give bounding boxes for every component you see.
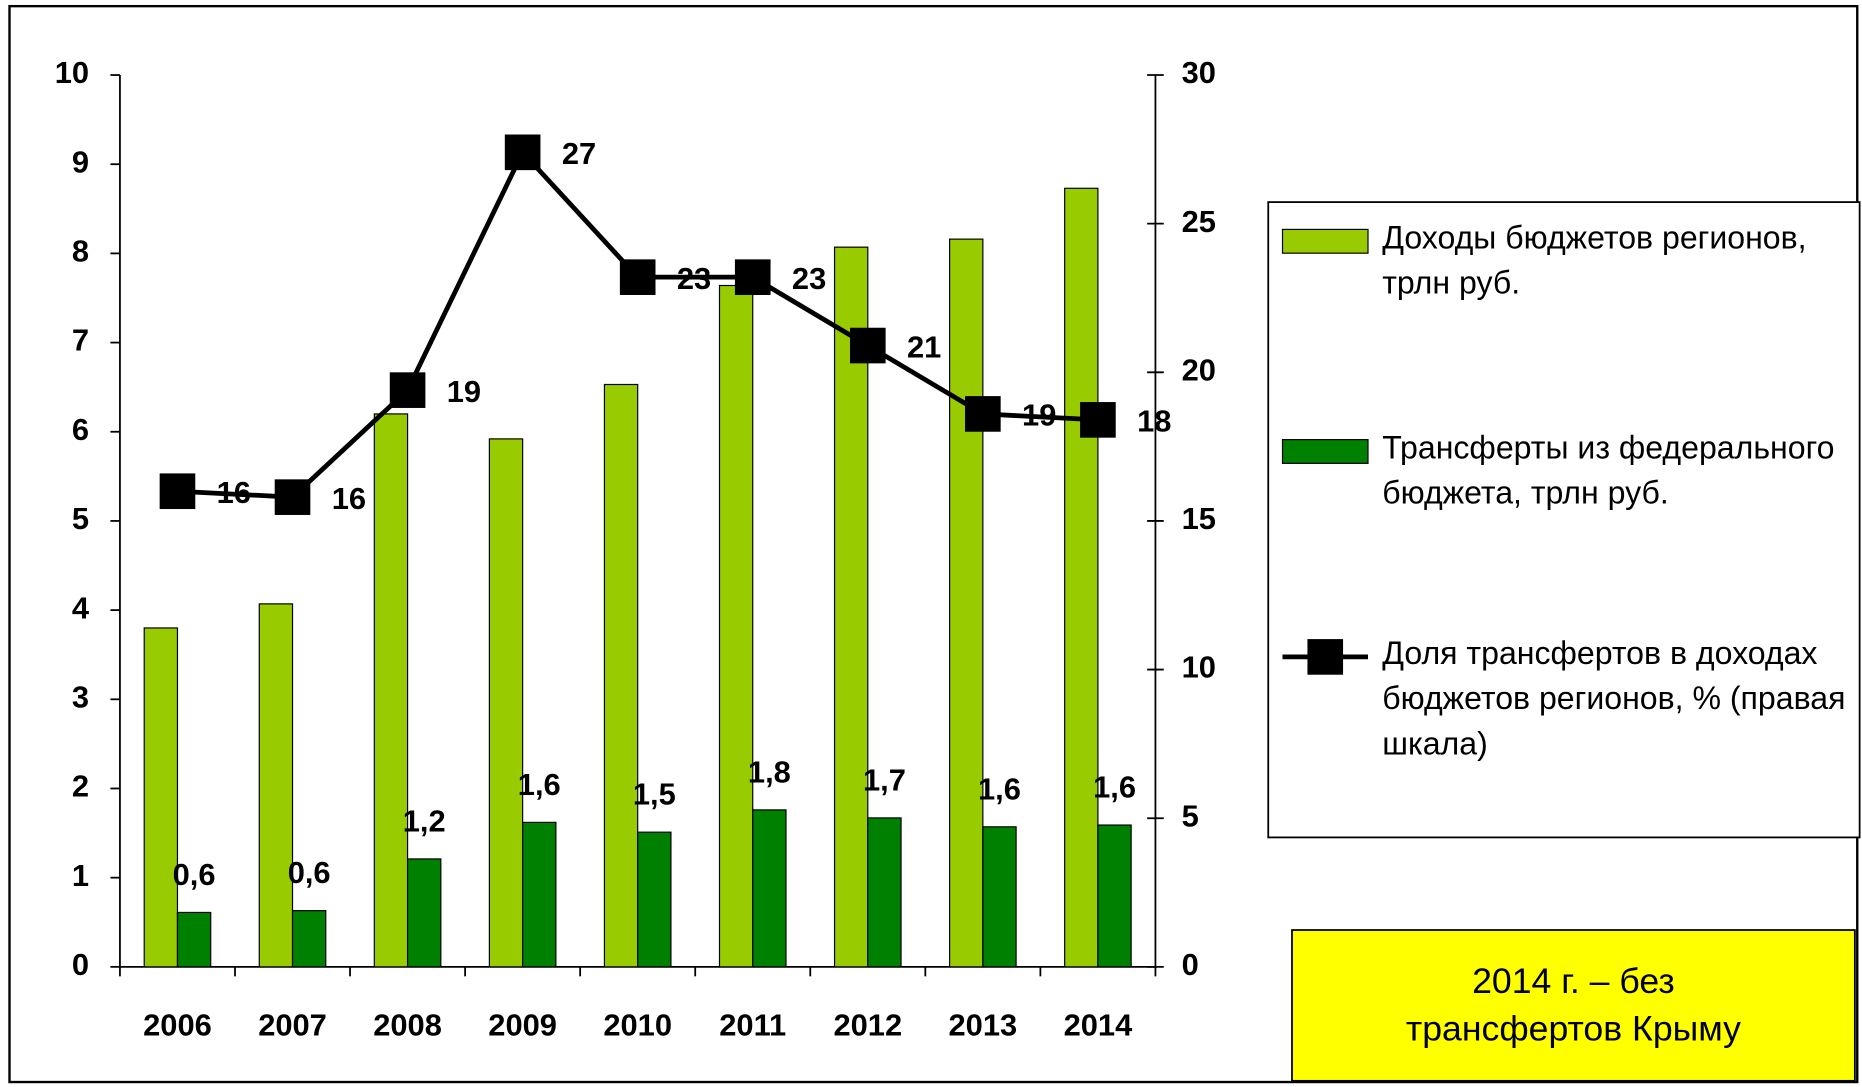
x-tick-label: 2008 bbox=[373, 1008, 442, 1043]
legend-entry: Доля трансфертов в доходах бюджетов реги… bbox=[1382, 635, 1846, 762]
y-tick-label: 10 bbox=[55, 55, 89, 90]
x-tick-label: 2009 bbox=[488, 1008, 557, 1043]
annotation: 2014 г. – без трансфертов Крыму bbox=[1405, 961, 1741, 1049]
bar bbox=[1064, 187, 1099, 968]
y-tick-label: 6 bbox=[72, 412, 89, 447]
line-label: 16 bbox=[217, 475, 251, 510]
line-label: 19 bbox=[1022, 398, 1056, 433]
line-marker bbox=[159, 473, 196, 510]
bar-label: 1,5 bbox=[633, 777, 676, 812]
bar bbox=[488, 438, 524, 968]
x-tick-label: 2012 bbox=[833, 1008, 902, 1043]
bar-label: 1,6 bbox=[518, 767, 561, 802]
y2-tick-label: 25 bbox=[1182, 204, 1216, 239]
bar bbox=[258, 603, 294, 968]
line-marker bbox=[619, 259, 656, 295]
bar-label: 1,6 bbox=[1093, 770, 1136, 805]
line-label: 19 bbox=[447, 374, 481, 409]
bar-label: 1,8 bbox=[748, 754, 791, 789]
y2-tick-label: 30 bbox=[1182, 55, 1216, 90]
y-tick-label: 5 bbox=[72, 501, 89, 536]
y-tick-label: 3 bbox=[72, 679, 89, 714]
line-label: 18 bbox=[1137, 404, 1171, 439]
bar bbox=[833, 246, 869, 968]
x-tick-label: 2006 bbox=[143, 1008, 212, 1043]
line-marker bbox=[965, 396, 1001, 432]
legend-swatch-marker bbox=[1307, 639, 1344, 675]
legend-label: Доля трансфертов в доходах бюджетов реги… bbox=[1382, 635, 1846, 762]
line-label: 16 bbox=[332, 481, 366, 516]
y2-tick-label: 20 bbox=[1182, 352, 1216, 387]
line-marker bbox=[734, 259, 771, 295]
y-tick-label: 2 bbox=[72, 769, 89, 804]
x-tick-label: 2013 bbox=[949, 1008, 1018, 1043]
x-tick-label: 2010 bbox=[603, 1008, 672, 1043]
bar bbox=[718, 284, 754, 968]
bar bbox=[291, 910, 327, 968]
bar bbox=[373, 413, 409, 968]
line-marker bbox=[849, 327, 886, 364]
line-label: 23 bbox=[677, 261, 711, 296]
y-tick-label: 7 bbox=[72, 323, 89, 358]
legend-swatch bbox=[1281, 228, 1369, 254]
line-marker bbox=[274, 479, 311, 515]
y2-tick-label: 15 bbox=[1182, 501, 1216, 536]
bar-label: 1,6 bbox=[978, 771, 1021, 806]
legend-swatch bbox=[1281, 439, 1369, 464]
y2-tick-label: 10 bbox=[1182, 650, 1216, 685]
x-tick-label: 2007 bbox=[258, 1008, 327, 1043]
y2-tick-label: 0 bbox=[1182, 947, 1199, 982]
line-label: 23 bbox=[792, 261, 826, 296]
line-label: 21 bbox=[907, 329, 941, 364]
bar bbox=[143, 627, 179, 968]
line-marker bbox=[1080, 402, 1116, 438]
bar-label: 1,2 bbox=[403, 803, 446, 838]
bar-label: 0,6 bbox=[173, 857, 216, 892]
bar bbox=[637, 831, 672, 968]
bar bbox=[949, 238, 984, 968]
annotation-box bbox=[1291, 929, 1856, 1082]
x-tick-label: 2014 bbox=[1064, 1008, 1133, 1043]
legend-box bbox=[1267, 201, 1861, 839]
legend-entry: Доходы бюджетов регионов, трлн руб. bbox=[1382, 219, 1807, 301]
y2-tick-label: 5 bbox=[1182, 798, 1199, 833]
bar bbox=[603, 383, 639, 968]
legend-label: Трансферты из федерального бюджета, трлн… bbox=[1382, 430, 1835, 511]
bar bbox=[867, 817, 902, 968]
y-tick-label: 0 bbox=[72, 947, 89, 982]
y-tick-label: 1 bbox=[72, 858, 89, 893]
y-tick-label: 9 bbox=[72, 144, 89, 179]
line-label: 27 bbox=[562, 136, 596, 171]
bar-label: 0,6 bbox=[288, 855, 331, 890]
legend-entry: Трансферты из федерального бюджета, трлн… bbox=[1382, 430, 1835, 511]
bar bbox=[752, 809, 787, 968]
bar bbox=[406, 858, 442, 968]
bar bbox=[982, 826, 1017, 968]
bar-label: 1,7 bbox=[863, 762, 906, 797]
bar bbox=[176, 911, 212, 968]
annotation-holder: 2014 г. – без трансфертов Крыму bbox=[1405, 961, 1741, 1049]
bar bbox=[1097, 824, 1132, 968]
line-marker bbox=[504, 134, 541, 171]
y-tick-label: 4 bbox=[72, 590, 89, 625]
y-tick-label: 8 bbox=[72, 234, 89, 269]
legend-label: Доходы бюджетов регионов, трлн руб. bbox=[1382, 219, 1807, 301]
bar bbox=[522, 821, 557, 968]
line-marker bbox=[389, 372, 426, 408]
x-tick-label: 2011 bbox=[719, 1008, 786, 1043]
